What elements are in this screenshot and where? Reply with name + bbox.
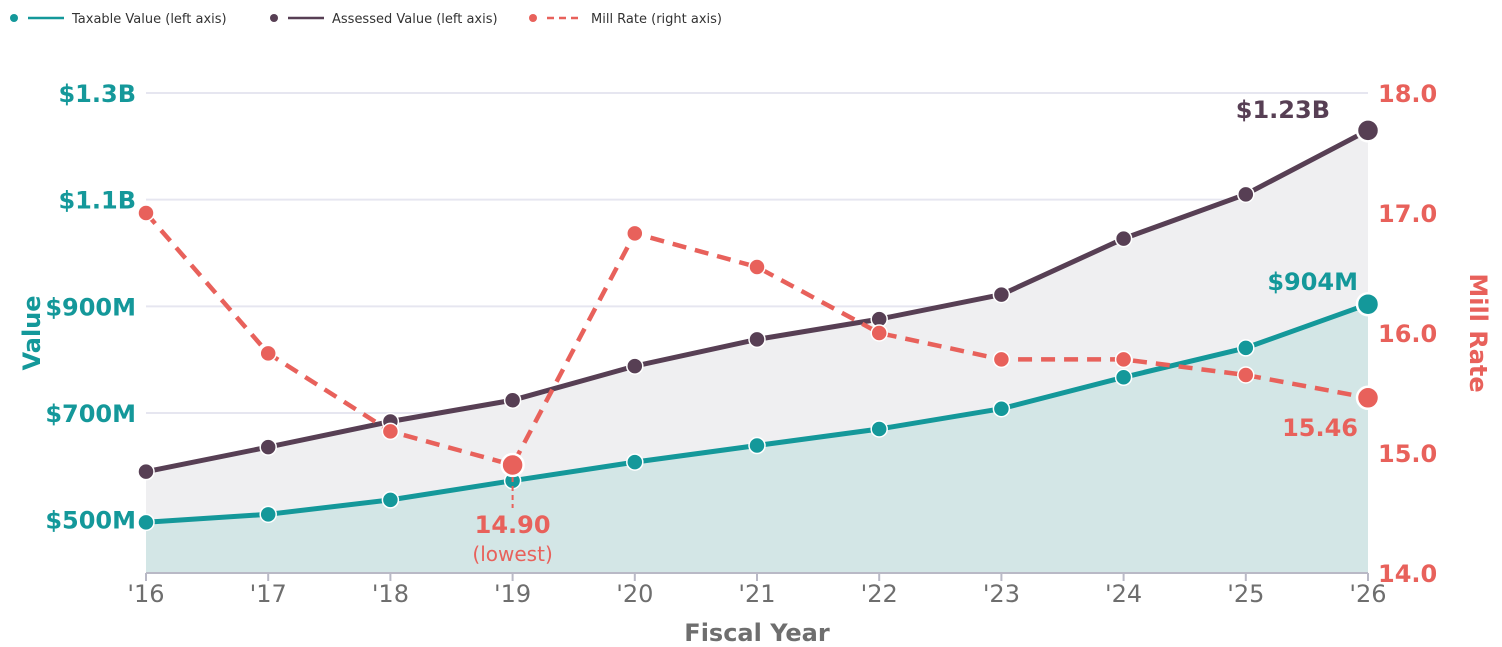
legend-label-1: Assessed Value (left axis) [332,12,498,27]
taxable-area [146,304,1368,573]
x-tick-label-5: '21 [738,580,775,608]
left-tick-label-3: $1.1B [58,187,136,215]
point-mill-7 [992,350,1011,369]
x-tick-label-0: '16 [127,580,164,608]
legend-dot-1 [270,14,278,22]
left-tick-label-0: $500M [45,507,136,535]
point-taxable-5 [748,436,766,455]
point-assessed-1 [259,438,277,456]
point-taxable-9 [1237,339,1255,357]
point-mill-9 [1237,366,1255,384]
axis-titles: Fiscal Year Value Mill Rate [18,273,1492,647]
x-tick-label-9: '25 [1227,580,1264,608]
annotation-assessed-last: $1.23B [1236,96,1330,124]
left-tick-label-4: $1.3B [58,80,136,108]
x-tick-label-7: '23 [983,580,1020,608]
series-points [137,118,1381,532]
point-assessed-3 [503,391,522,409]
point-assessed-9 [1237,185,1255,204]
legend-label-2: Mill Rate (right axis) [591,12,722,27]
right-axis-title: Mill Rate [1464,273,1492,392]
x-tick-label-6: '22 [861,580,898,608]
point-taxable-7 [992,399,1011,418]
left-axis-title: Value [18,295,46,370]
series-line-mill [144,211,1369,468]
legend-dot-0 [10,14,18,22]
x-tick-label-10: '26 [1349,580,1386,608]
point-assessed-0 [137,462,155,481]
x-tick-label-2: '18 [372,580,409,608]
left-tick-label-2: $900M [45,293,136,321]
annotation-taxable-last: $904M [1267,268,1358,296]
legend: Taxable Value (left axis) Assessed Value … [10,12,722,27]
left-tick-label-1: $700M [45,400,136,428]
point-assessed-10 [1355,118,1381,143]
point-taxable-6 [870,420,888,438]
point-mill-1 [259,344,277,363]
right-tick-label-2: 16.0 [1378,320,1437,348]
point-assessed-7 [992,285,1011,304]
point-assessed-5 [748,330,766,349]
x-tick-label-1: '17 [250,580,287,608]
point-mill-8 [1114,350,1133,369]
x-tick-label-3: '19 [494,580,531,608]
legend-dot-2 [529,14,537,22]
point-taxable-2 [381,491,400,509]
x-tick-label-8: '24 [1105,580,1142,608]
point-mill-3 [500,452,525,478]
point-mill-5 [748,258,766,276]
annotation-mill-last: 15.46 [1282,414,1358,442]
right-tick-label-4: 18.0 [1378,80,1437,108]
point-mill-2 [381,422,400,441]
legend-label-0: Taxable Value (left axis) [71,12,227,27]
point-taxable-1 [259,505,277,524]
point-mill-6 [870,324,888,342]
areas [146,130,1368,573]
left-axis-ticks: $500M $700M $900M $1.1B $1.3B [45,80,136,535]
annotation-mill-low-note: (lowest) [472,542,552,566]
right-tick-label-0: 14.0 [1378,560,1437,588]
point-assessed-8 [1114,229,1133,248]
point-taxable-8 [1114,368,1133,387]
x-tick-label-4: '20 [616,580,653,608]
point-taxable-10 [1355,291,1381,317]
annotations: $1.23B $904M 15.46 14.90 (lowest) [472,96,1358,566]
point-mill-10 [1355,385,1381,411]
right-tick-label-3: 17.0 [1378,200,1437,228]
point-assessed-4 [626,357,644,375]
point-taxable-4 [626,453,644,471]
right-axis-ticks: 14.0 15.0 16.0 17.0 18.0 [1378,80,1437,588]
point-mill-0 [137,204,155,222]
x-axis: '16 '17 '18 '19 '20 '21 '22 '23 '24 '25 '26 [127,572,1387,608]
point-mill-4 [626,224,644,243]
x-axis-title: Fiscal Year [684,619,830,647]
point-taxable-0 [137,513,155,532]
assessed-area [146,130,1368,523]
right-tick-label-1: 15.0 [1378,440,1437,468]
annotation-mill-low: 14.90 [475,511,551,539]
